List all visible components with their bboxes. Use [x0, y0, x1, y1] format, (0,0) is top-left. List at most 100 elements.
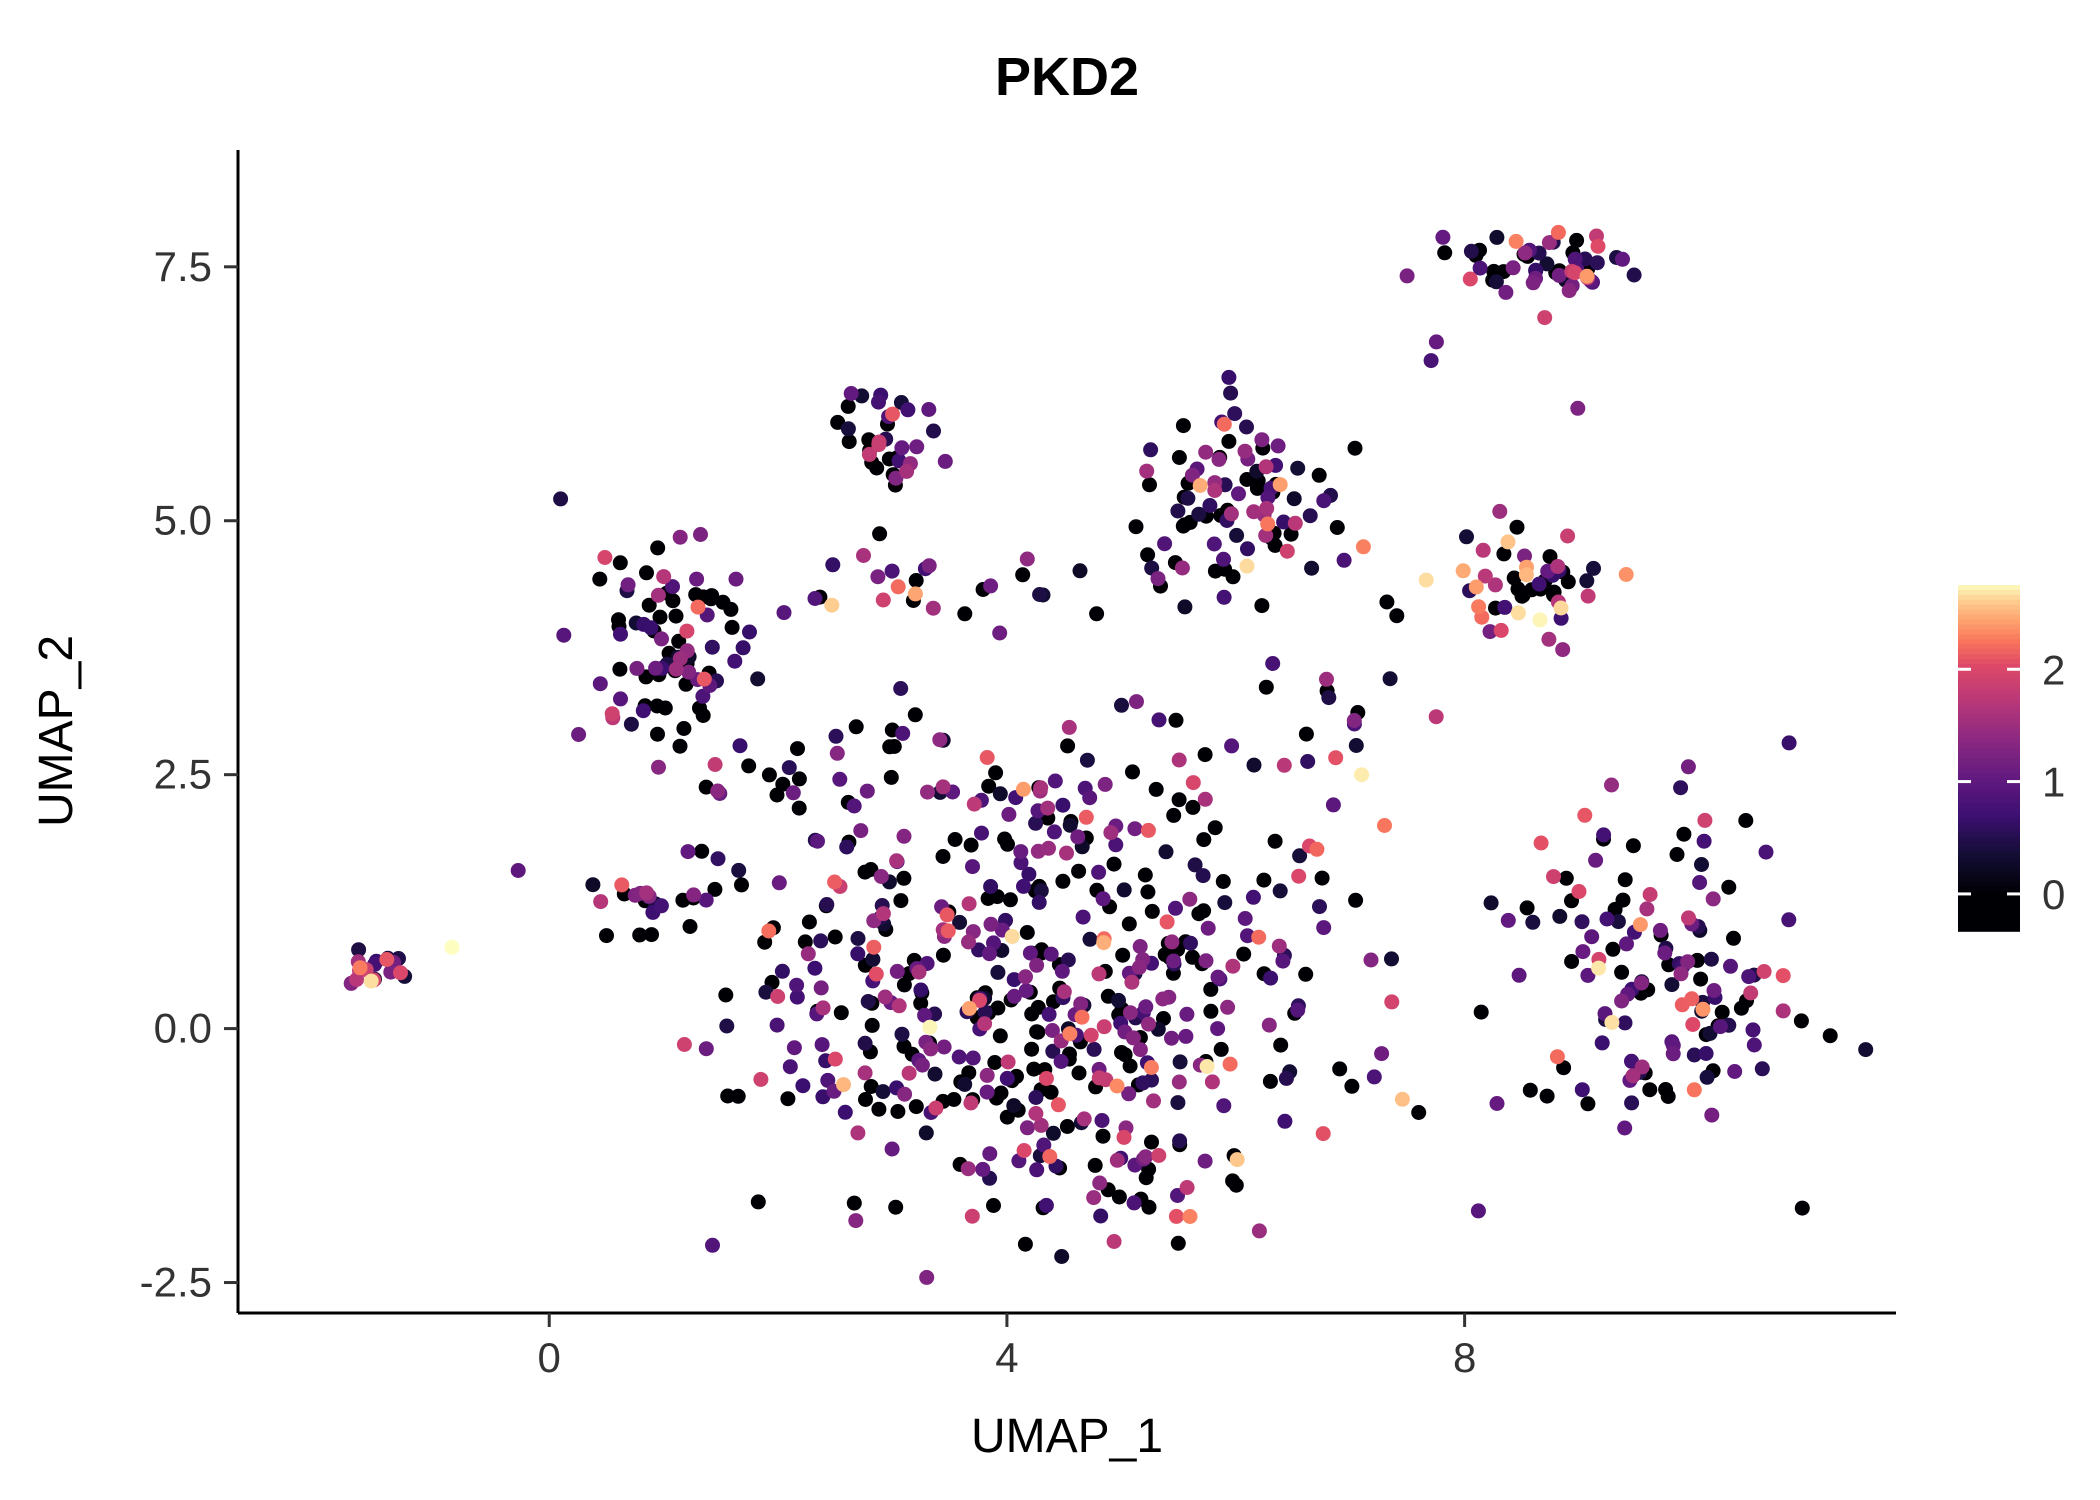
- scatter-point: [593, 894, 609, 910]
- scatter-point: [1200, 920, 1216, 936]
- scatter-point: [1556, 1060, 1572, 1076]
- scatter-point: [1019, 925, 1035, 940]
- scatter-point: [1347, 440, 1363, 456]
- scatter-point: [982, 1146, 998, 1162]
- scatter-point: [1024, 1006, 1040, 1022]
- y-axis-label: UMAP_2: [30, 635, 83, 827]
- scatter-point: [650, 587, 666, 603]
- scatter-point: [1260, 516, 1276, 532]
- scatter-point: [1493, 622, 1509, 638]
- colorbar-gradient-segment: [1958, 772, 2020, 779]
- scatter-point: [1696, 833, 1712, 849]
- scatter-point: [1580, 1096, 1596, 1112]
- scatter-point: [1109, 1152, 1125, 1168]
- scatter-point: [698, 779, 714, 795]
- scatter-point: [981, 778, 997, 794]
- colorbar-gradient-segment: [1958, 669, 2020, 675]
- scatter-point: [1665, 1046, 1681, 1062]
- scatter-point: [1016, 1143, 1032, 1158]
- scatter-point: [979, 1067, 995, 1083]
- scatter-point: [977, 1004, 993, 1020]
- colorbar-gradient-segment: [1958, 654, 2020, 660]
- scatter-point: [1171, 450, 1187, 465]
- scatter-point: [1175, 418, 1191, 434]
- scatter-point: [947, 832, 963, 847]
- scatter-point: [1221, 369, 1237, 385]
- colorbar-gradient-segment: [1958, 837, 2020, 843]
- scatter-point: [1423, 353, 1439, 369]
- scatter-point: [1237, 911, 1253, 926]
- scatter-point: [789, 989, 805, 1005]
- scatter-point: [349, 972, 365, 987]
- scatter-point: [952, 914, 968, 930]
- scatter-point: [791, 800, 807, 816]
- scatter-point: [1095, 891, 1111, 907]
- scatter-point: [1537, 310, 1553, 326]
- scatter-point: [1114, 697, 1129, 713]
- scatter-point: [1157, 536, 1173, 552]
- scatter-point: [1221, 433, 1237, 449]
- colorbar-gradient-segment: [1958, 629, 2020, 636]
- colorbar-gradient-segment: [1958, 762, 2020, 769]
- scatter-point: [393, 965, 408, 981]
- scatter-point: [1470, 1203, 1486, 1219]
- colorbar-gradient-segment: [1958, 698, 2020, 705]
- scatter-point: [979, 1084, 995, 1100]
- scatter-point: [750, 671, 766, 687]
- scatter-point: [1116, 882, 1132, 898]
- scatter-point: [1758, 844, 1774, 860]
- colorbar-gradient-segment: [1958, 703, 2020, 710]
- scatter-point: [1522, 1082, 1538, 1098]
- scatter-point: [1185, 799, 1201, 815]
- scatter-point: [1418, 572, 1434, 588]
- scatter-point: [790, 741, 805, 757]
- scatter-point: [1321, 690, 1337, 706]
- scatter-point: [829, 745, 845, 761]
- scatter-point: [1040, 800, 1056, 816]
- scatter-point: [761, 767, 777, 783]
- scatter-point: [1121, 916, 1137, 932]
- scatter-point: [983, 578, 999, 594]
- scatter-point: [644, 927, 659, 943]
- scatter-point: [895, 725, 911, 741]
- scatter-point: [1550, 559, 1566, 574]
- scatter-point: [914, 1057, 930, 1073]
- scatter-point: [1505, 260, 1521, 276]
- scatter-point: [1093, 1208, 1109, 1224]
- scatter-point: [827, 929, 843, 945]
- scatter-point: [1652, 922, 1668, 938]
- scatter-point: [908, 573, 924, 588]
- scatter-point: [1096, 1019, 1112, 1035]
- scatter-point: [1262, 1073, 1278, 1089]
- scatter-point: [1195, 868, 1211, 884]
- scatter-point: [553, 491, 569, 507]
- scatter-point: [1224, 738, 1240, 754]
- scatter-point: [686, 887, 702, 903]
- y-axis-ticks: -2.5 0.0 2.5 5.0 7.5: [140, 243, 238, 1306]
- scatter-point: [901, 1065, 917, 1081]
- scatter-point: [679, 623, 695, 639]
- scatter-point: [1558, 870, 1574, 886]
- scatter-point: [1389, 608, 1405, 624]
- scatter-point: [1091, 1070, 1107, 1086]
- scatter-point: [1168, 712, 1184, 728]
- scatter-point: [1692, 875, 1708, 890]
- colorbar-gradient-segment: [1958, 871, 2020, 878]
- scatter-point: [1122, 1005, 1138, 1021]
- colorbar-gradient-segment: [1958, 822, 2020, 828]
- scatter-point: [682, 919, 698, 934]
- colorbar-gradient-segment: [1958, 723, 2020, 730]
- scatter-point: [705, 1237, 720, 1253]
- scatter-point: [1489, 1096, 1505, 1111]
- scatter-point: [650, 540, 666, 556]
- scatter-point: [1055, 873, 1071, 889]
- scatter-point: [843, 386, 859, 401]
- scatter-point: [1270, 438, 1286, 454]
- colorbar-gradient-segment: [1958, 881, 2020, 888]
- scatter-point: [1290, 460, 1306, 476]
- scatter-point: [919, 1269, 935, 1285]
- scatter-point: [1211, 451, 1227, 467]
- scatter-point: [1132, 939, 1148, 954]
- scatter-point: [1094, 1113, 1110, 1128]
- scatter-point: [1624, 1095, 1640, 1111]
